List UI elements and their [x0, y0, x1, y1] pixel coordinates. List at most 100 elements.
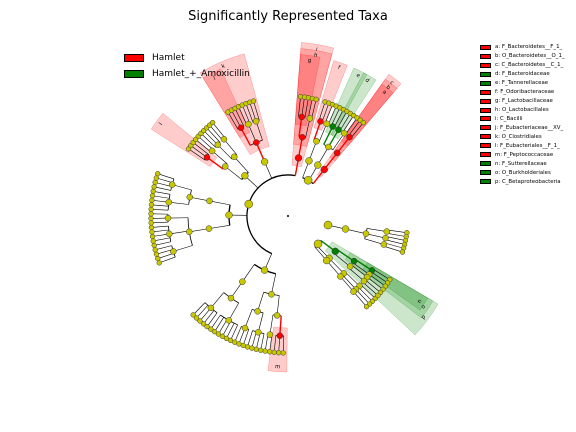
- taxon-node: [149, 229, 155, 235]
- tree-edge: [196, 305, 209, 319]
- tree-edge: [234, 108, 245, 127]
- taxon-node: [223, 335, 230, 342]
- taxon-node: [225, 211, 233, 219]
- key-legend-label: l: F_Eubacteriales__F_1_: [495, 142, 560, 149]
- taxon-node: [323, 120, 330, 128]
- taxon-node: [152, 247, 158, 253]
- tree-edge: [226, 323, 235, 339]
- clade-label-a: a: [381, 89, 387, 96]
- tree-edge: [342, 115, 354, 133]
- key-legend-label: k: O_Clostridiales: [495, 133, 542, 140]
- tree-edge: [244, 309, 253, 329]
- taxon-node: [155, 171, 161, 177]
- taxon-node: [262, 348, 268, 354]
- taxon-node: [268, 291, 275, 298]
- tree-edge: [340, 276, 354, 292]
- tree-edge: [273, 335, 277, 353]
- taxon-node: [306, 115, 314, 122]
- tree-edge: [301, 97, 305, 117]
- taxon-node: [190, 312, 196, 318]
- key-legend-item: e: F_Tannerellaceae: [480, 79, 565, 88]
- tree-edge: [217, 144, 233, 160]
- tree-edge: [355, 289, 370, 305]
- key-swatch: [480, 125, 491, 131]
- taxon-node: [225, 317, 233, 324]
- tree-edge: [218, 319, 228, 335]
- clade-node-g: [298, 113, 305, 121]
- clade-node-c: [320, 165, 328, 174]
- key-legend-label: g: F_Lactobacillaceae: [495, 98, 553, 105]
- tree-edge: [385, 236, 406, 241]
- tree-edge: [153, 237, 171, 242]
- clade-label-g: g: [307, 58, 311, 64]
- tree-edge: [344, 271, 360, 287]
- key-swatch: [480, 107, 491, 113]
- tree-edge: [206, 127, 221, 143]
- key-legend-item: i: C_Bacilli: [480, 115, 565, 124]
- clade-node-e: [329, 123, 336, 130]
- clade-node-j: [237, 124, 245, 132]
- tree-edge: [318, 123, 327, 143]
- tree-edge: [350, 122, 364, 139]
- tree-edge: [209, 124, 223, 141]
- clade-label-k: k: [221, 63, 227, 70]
- taxon-node: [205, 225, 213, 232]
- clade-band-g: [294, 54, 321, 127]
- tree-edge: [368, 274, 386, 287]
- tree-edge: [231, 110, 242, 128]
- tree-edge: [366, 276, 384, 290]
- clade-band-o: [344, 252, 434, 319]
- clade-node-f: [317, 118, 324, 125]
- tree-edge: [195, 139, 212, 153]
- key-legend-item: j: F_Eubacteriaceae__XV_: [480, 123, 565, 132]
- taxon-node: [253, 346, 259, 352]
- tree-edge: [192, 302, 206, 316]
- taxon-node: [383, 228, 391, 235]
- taxon-node: [260, 158, 269, 166]
- tree-edge: [249, 102, 257, 122]
- key-legend-label: a: F_Bacteroidetes__F_1_: [495, 44, 563, 51]
- tree-edge: [234, 156, 249, 173]
- taxon-node: [399, 249, 406, 255]
- taxon-node: [341, 225, 350, 233]
- tree-edge: [333, 109, 344, 128]
- key-legend-item: d: F_Bacteroidaceae: [480, 70, 565, 79]
- tree-edge: [372, 268, 390, 280]
- tree-edge: [151, 204, 169, 207]
- key-swatch: [480, 89, 491, 95]
- key-legend-item: h: O_Lactobacillales: [480, 106, 565, 115]
- key-legend-label: p: C_Betaproteobacteria: [495, 178, 561, 185]
- tree-edge: [234, 326, 242, 343]
- tree-edge: [298, 96, 301, 117]
- key-swatch: [480, 143, 491, 149]
- taxon-node: [149, 193, 156, 199]
- tree-edge: [242, 264, 255, 282]
- clade-label-h: h: [313, 53, 318, 60]
- clade-label-l: l: [158, 121, 164, 126]
- key-legend-item: k: O_Clostridiales: [480, 132, 565, 141]
- clade-labels: p i c o k h b n l j g f ed a m: [158, 47, 427, 370]
- tree-edge: [203, 130, 218, 146]
- tree-edge: [342, 274, 357, 290]
- taxon-node: [170, 248, 177, 255]
- clade-label-e: e: [355, 73, 361, 80]
- taxon-node: [303, 176, 313, 185]
- tree-edge: [327, 129, 340, 148]
- tree-edge: [370, 271, 388, 284]
- key-legend-item: g: F_Lactobacillaceae: [480, 97, 565, 106]
- tree-edge: [365, 233, 386, 239]
- taxon-node: [221, 163, 229, 170]
- taxon-node: [204, 323, 210, 330]
- key-swatch: [480, 170, 491, 176]
- clade-node-m: [276, 332, 284, 339]
- taxon-node: [148, 202, 155, 208]
- tree-edge: [173, 245, 193, 252]
- tree-edge: [257, 292, 264, 312]
- taxon-node: [165, 198, 173, 206]
- tree-edge: [211, 150, 228, 165]
- taxon-node: [313, 137, 320, 145]
- clade-label-m: m: [275, 364, 281, 370]
- tree-edge: [159, 256, 176, 264]
- taxon-node: [186, 193, 194, 201]
- key-swatch: [480, 152, 491, 158]
